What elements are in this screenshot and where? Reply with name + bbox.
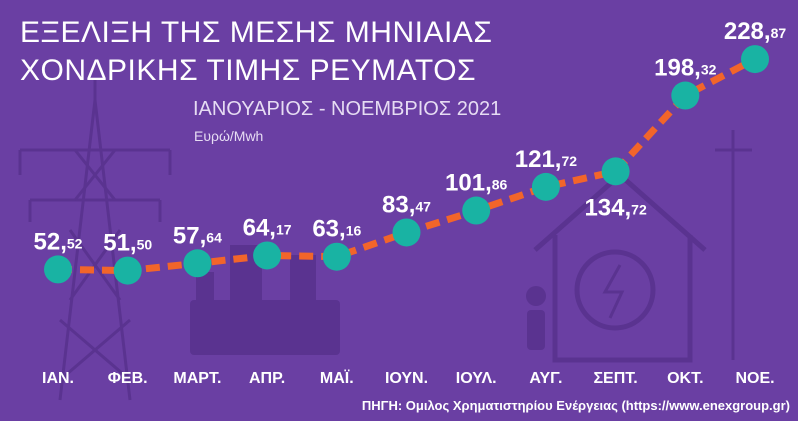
data-point [601,157,630,186]
x-tick-label: ΙΟΥΛ. [456,370,497,387]
data-point [113,256,142,285]
x-tick-label: ΙΑΝ. [42,370,74,387]
person-icon [526,286,546,350]
data-point [741,45,769,74]
x-tick-label: ΝΟΕ. [735,370,774,387]
x-tick-label: ΣΕΠΤ. [593,370,637,387]
data-point [531,172,560,201]
data-point [183,249,212,278]
x-tick-label: ΟΚΤ. [667,370,703,387]
substation-icon [190,245,340,355]
power-tower-icon [18,80,172,401]
data-label: 57,64 [173,222,222,249]
data-point [392,218,421,247]
x-tick-label: ΑΠΡ. [249,370,285,387]
data-label: 101,86 [445,170,508,197]
y-axis-unit-label: Ευρώ/Mwh [194,128,264,144]
utility-pole-icon [715,130,752,360]
data-label: 198,32 [654,55,717,82]
data-point [253,241,282,270]
data-label: 121,72 [515,146,578,173]
data-point [462,196,491,225]
data-label: 83,47 [382,191,431,218]
data-label: 63,16 [312,216,361,243]
x-tick-label: ΑΥΓ. [529,370,562,387]
data-label: 52,52 [34,228,83,255]
chart-title-line-2: ΧΟΝΔΡΙΚΗΣ ΤΙΜΗΣ ΡΕΥΜΑΤΟΣ [20,54,477,87]
data-point [44,255,72,284]
x-tick-label: ΜΑΪ. [320,369,354,387]
source-note: ΠΗΓΗ: Ομιλος Χρηματιστηρίου Ενέργειας (h… [361,398,790,413]
data-label: 51,50 [103,230,152,257]
data-point [671,81,700,110]
x-tick-label: ΦΕΒ. [108,370,148,387]
x-tick-label: ΜΑΡΤ. [173,370,221,387]
chart-subtitle: ΙΑΝΟΥΑΡΙΟΣ - ΝΟΕΜΒΡΙΟΣ 2021 [193,98,502,120]
chart-title-line-1: ΕΞΕΛΙΞΗ ΤΗΣ ΜΕΣΗΣ ΜΗΝΙΑΙΑΣ [20,16,493,49]
data-label: 134,72 [584,194,647,221]
data-point [322,242,351,271]
data-label: 64,17 [243,214,292,241]
data-label: 228,87 [724,18,787,45]
x-tick-label: ΙΟΥΝ. [385,370,428,387]
